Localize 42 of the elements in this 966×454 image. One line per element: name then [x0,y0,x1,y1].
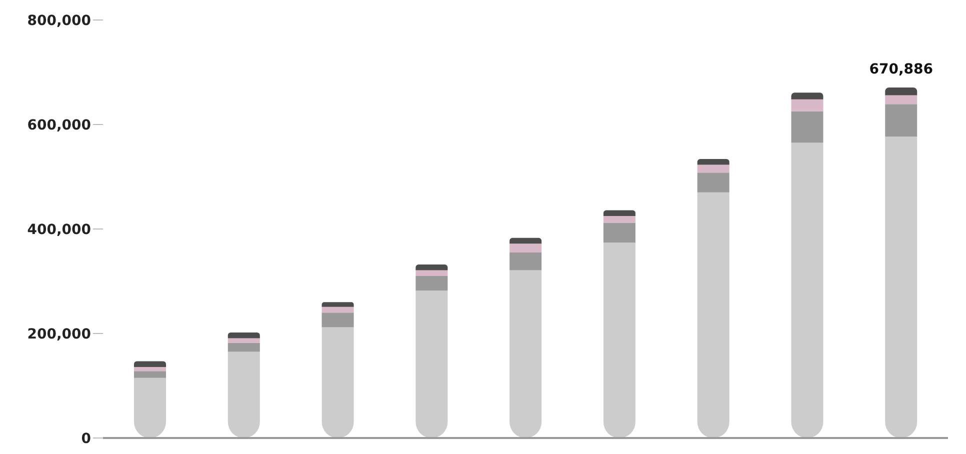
y-tick-label: 800,000 [27,12,92,29]
bar [228,332,260,338]
bar [510,270,542,438]
bar [416,276,448,291]
y-tick-label: 0 [81,430,92,447]
bar [885,87,918,96]
bar [322,312,354,328]
bar [228,352,260,438]
bar [603,216,636,223]
bar [885,104,918,137]
bar [228,338,260,343]
bar [510,244,542,253]
bar [697,164,730,173]
bar [697,158,730,165]
bar [416,290,448,438]
bar [885,95,918,104]
bar [791,111,824,143]
bar [603,210,636,216]
bar [791,142,824,438]
y-tick-label: 600,000 [27,117,92,134]
bar [134,378,166,438]
bar [510,238,542,244]
bar [510,252,542,270]
bar [416,264,448,270]
total-label: 670,886 [869,61,933,78]
bar [322,302,354,307]
bar [791,99,824,112]
y-tick-label: 400,000 [27,222,92,238]
bar [228,342,260,352]
bar [134,361,166,367]
bar [322,306,354,313]
bar [697,172,730,192]
bar [885,136,918,438]
bar [134,371,166,378]
bar [603,222,636,243]
bar [134,366,166,372]
bar [791,92,824,100]
bar [697,192,730,438]
y-tick-label: 200,000 [27,326,92,342]
bar [603,242,636,438]
bar [322,327,354,438]
bar [416,270,448,276]
